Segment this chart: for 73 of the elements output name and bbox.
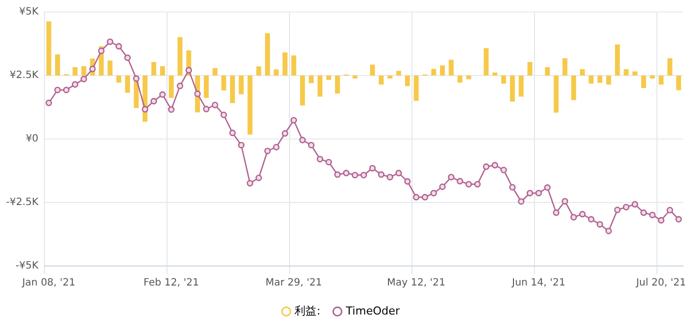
bar <box>238 76 244 94</box>
bar <box>501 76 506 84</box>
bar <box>265 33 270 76</box>
y-tick-label: ¥5K <box>19 6 39 18</box>
bar <box>641 76 646 88</box>
bar <box>580 69 585 76</box>
bar <box>108 60 112 76</box>
bar <box>667 58 672 76</box>
bar <box>378 76 384 85</box>
bar <box>510 76 515 102</box>
x-tick-label: Mar 29, '21 <box>265 278 322 289</box>
bar <box>527 62 532 76</box>
bar <box>448 60 454 76</box>
bar <box>46 21 52 76</box>
bar <box>588 76 594 84</box>
bar <box>212 68 218 76</box>
bar <box>632 71 638 76</box>
bar <box>151 62 156 76</box>
bar <box>72 67 78 76</box>
bar <box>658 76 664 85</box>
bar <box>544 67 550 76</box>
bar <box>484 48 489 76</box>
bar <box>335 76 340 94</box>
y-tick-label: ¥0 <box>26 134 38 145</box>
bar <box>440 65 445 76</box>
bar <box>370 64 375 76</box>
x-tick-label: May 12, '21 <box>386 278 446 289</box>
bar <box>204 76 209 98</box>
bar <box>554 76 559 113</box>
legend-label: 利益: <box>294 304 320 318</box>
bar <box>55 54 60 76</box>
bar <box>274 69 279 76</box>
bar <box>597 76 602 83</box>
bar <box>614 44 620 76</box>
bar <box>650 76 655 79</box>
bar <box>431 68 436 76</box>
bar <box>326 76 332 80</box>
x-tick-label: Jun 14, '21 <box>510 278 566 289</box>
bar <box>466 76 472 80</box>
bar <box>256 66 262 76</box>
bar <box>414 76 419 101</box>
y-tick-label: ¥2.5K <box>10 70 39 82</box>
bar <box>318 76 322 97</box>
legend-label: TimeOder <box>344 304 400 318</box>
bar <box>116 76 122 83</box>
bar <box>492 72 498 76</box>
x-tick-label: Jan 08, '21 <box>21 278 76 289</box>
bar <box>396 70 402 76</box>
x-tick-label: Jul 20, '21 <box>635 278 686 289</box>
bar <box>571 76 576 100</box>
bar <box>676 76 682 90</box>
bar <box>300 76 305 106</box>
bar <box>388 76 392 79</box>
bar <box>230 76 235 104</box>
bar <box>168 76 174 98</box>
bar <box>518 76 524 97</box>
bar <box>282 52 288 76</box>
y-tick-label: -¥5K <box>16 260 39 272</box>
bar <box>248 76 252 135</box>
bar <box>178 37 182 76</box>
bar <box>562 58 568 76</box>
bar <box>606 76 612 85</box>
bar <box>125 76 130 93</box>
bar <box>160 66 165 76</box>
bar <box>291 55 296 76</box>
bar <box>405 76 410 86</box>
bar <box>457 76 462 83</box>
bar <box>352 76 358 79</box>
x-tick-label: Feb 12, '21 <box>144 278 199 289</box>
bar <box>308 76 314 84</box>
bar <box>221 76 226 90</box>
y-tick-label: -¥2.5K <box>6 197 39 208</box>
bar <box>624 69 629 76</box>
